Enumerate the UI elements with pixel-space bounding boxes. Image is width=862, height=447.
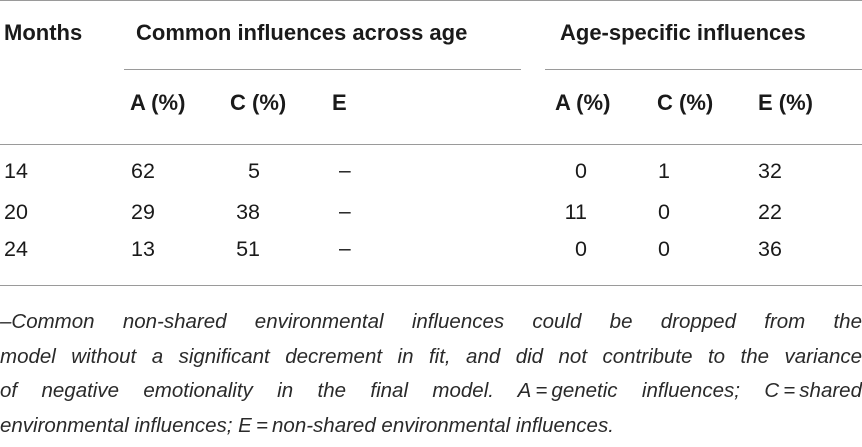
common-group-rule	[124, 69, 521, 70]
table-bottom-rule	[0, 285, 862, 286]
table-top-rule	[0, 0, 862, 1]
table-cell-common-c: 5	[248, 159, 260, 183]
header-specific-c: C (%)	[657, 90, 714, 115]
header-specific-a: A (%)	[555, 90, 611, 115]
specific-group-rule	[545, 69, 862, 70]
table-cell-common-a: 29	[131, 200, 155, 224]
header-common-c: C (%)	[230, 90, 287, 115]
table-cell-month: 20	[4, 200, 28, 224]
table-cell-specific-e: 32	[758, 159, 782, 183]
header-common-influences: Common influences across age	[136, 20, 468, 45]
table-cell-specific-e: 36	[758, 237, 782, 261]
table-cell-month: 14	[4, 159, 28, 183]
footnote-line: –Common non-shared environmental influen…	[0, 310, 862, 333]
table-cell-common-c: 38	[236, 200, 260, 224]
header-common-a: A (%)	[130, 90, 186, 115]
table-cell-common-a: 62	[131, 159, 155, 183]
table-cell-specific-e: 22	[758, 200, 782, 224]
footnote-line: of negative emotionality in the final mo…	[0, 379, 862, 402]
table-cell-specific-c: 0	[658, 237, 670, 261]
table-header-rule	[0, 144, 862, 145]
table-cell-specific-a: 0	[575, 237, 587, 261]
table-cell-specific-a: 0	[575, 159, 587, 183]
table-footnote: –Common non-shared environmental influen…	[0, 305, 862, 443]
footnote-line: environmental influences; E = non-shared…	[0, 413, 614, 437]
header-specific-e: E (%)	[758, 90, 813, 115]
header-common-e: E	[332, 90, 347, 115]
table-cell-month: 24	[4, 237, 28, 261]
table-cell-common-e: –	[339, 200, 351, 223]
table-cell-specific-c: 1	[658, 159, 670, 183]
footnote-line: model without a significant decrement in…	[0, 344, 862, 368]
table-cell-common-c: 51	[236, 237, 260, 261]
table-cell-specific-a: 11	[564, 200, 587, 224]
header-months: Months	[4, 20, 83, 45]
header-age-specific-influences: Age-specific influences	[560, 20, 806, 45]
table-cell-common-a: 13	[131, 237, 155, 261]
table-cell-common-e: –	[339, 237, 351, 260]
table-cell-specific-c: 0	[658, 200, 670, 224]
table-cell-common-e: –	[339, 159, 351, 182]
